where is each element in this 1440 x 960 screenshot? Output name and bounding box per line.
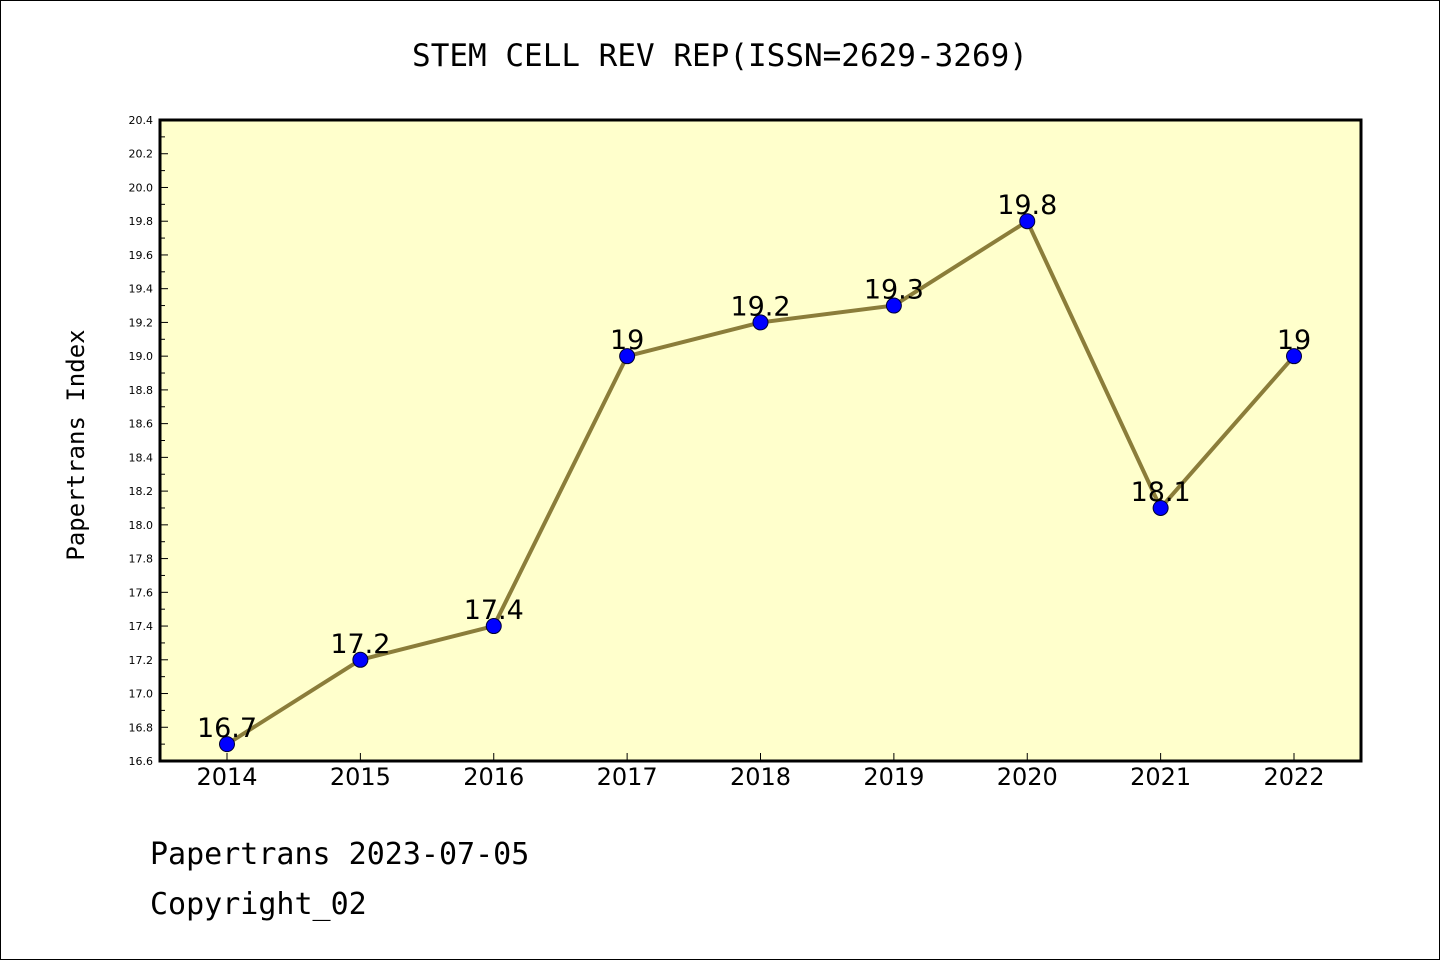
data-label: 19: [610, 325, 644, 356]
data-point: [619, 348, 636, 365]
data-point: [1152, 499, 1169, 516]
y-tick-label: 16.6: [129, 755, 154, 768]
data-point: [885, 297, 902, 314]
y-tick-label: 19.0: [129, 350, 154, 363]
y-tick-label: 20.0: [129, 181, 154, 194]
data-point: [752, 314, 769, 331]
data-point: [1286, 348, 1302, 365]
footer-copyright: Copyright_02: [150, 887, 367, 922]
x-tick-label: 2022: [1263, 763, 1324, 791]
y-tick-label: 20.4: [129, 114, 154, 127]
x-tick-label: 2014: [196, 763, 257, 791]
y-tick-label: 18.4: [129, 451, 154, 464]
y-tick-label: 19.2: [129, 316, 154, 329]
y-tick-label: 19.8: [129, 215, 154, 228]
chart-title: STEM CELL REV REP(ISSN=2629-3269): [412, 38, 1028, 74]
x-tick-label: 2018: [730, 763, 791, 791]
y-tick-label: 19.6: [129, 249, 154, 262]
x-tick-label: 2015: [330, 763, 391, 791]
y-tick-label: 16.8: [129, 721, 154, 734]
data-point: [1019, 213, 1036, 230]
data-label: 19.2: [730, 291, 790, 322]
data-point: [485, 618, 502, 635]
y-tick-label: 17.4: [129, 620, 154, 633]
x-tick-label: 2017: [597, 763, 658, 791]
y-axis-label: Papertrans Index: [62, 329, 90, 560]
x-tick-label: 2016: [463, 763, 524, 791]
data-label: 17.4: [464, 595, 524, 626]
data-label: 19.3: [864, 275, 924, 306]
y-tick-label: 19.4: [129, 283, 154, 296]
data-label: 16.7: [197, 713, 257, 744]
data-labels: 16.7 17.2 17.4 19 19.2 19.3 19.8 18.1 19: [197, 190, 1311, 744]
x-tick-label: 2019: [863, 763, 924, 791]
footer-date: Papertrans 2023-07-05: [150, 837, 529, 872]
y-tick-label: 17.0: [129, 688, 154, 701]
x-tick-label: 2021: [1130, 763, 1191, 791]
plot-area: [158, 118, 1363, 763]
y-tick-label: 18.6: [129, 418, 154, 431]
data-label: 19.8: [997, 190, 1057, 221]
data-point: [352, 651, 369, 668]
y-tick-label: 17.2: [129, 654, 154, 667]
y-tick-label: 18.8: [129, 384, 154, 397]
series-line-group: [219, 213, 1302, 753]
y-tick-label: 17.8: [129, 553, 154, 566]
y-tick-label: 20.2: [129, 148, 154, 161]
y-axis-ticks: 16.6 16.8 17.0 17.2 17.4 17.6 17.8 18.0 18.2 18.4…: [129, 114, 168, 768]
data-point: [219, 736, 235, 753]
y-tick-label: 17.6: [129, 586, 154, 599]
data-label: 19: [1277, 325, 1311, 356]
y-tick-label: 18.0: [129, 519, 154, 532]
x-tick-label: 2020: [997, 763, 1058, 791]
data-label: 18.1: [1131, 477, 1191, 508]
data-label: 17.2: [330, 629, 390, 660]
y-tick-label: 18.2: [129, 485, 154, 498]
x-axis-ticks: 2014 2015 2016 2017 2018 2019 2020 2021 2022: [196, 753, 1325, 791]
